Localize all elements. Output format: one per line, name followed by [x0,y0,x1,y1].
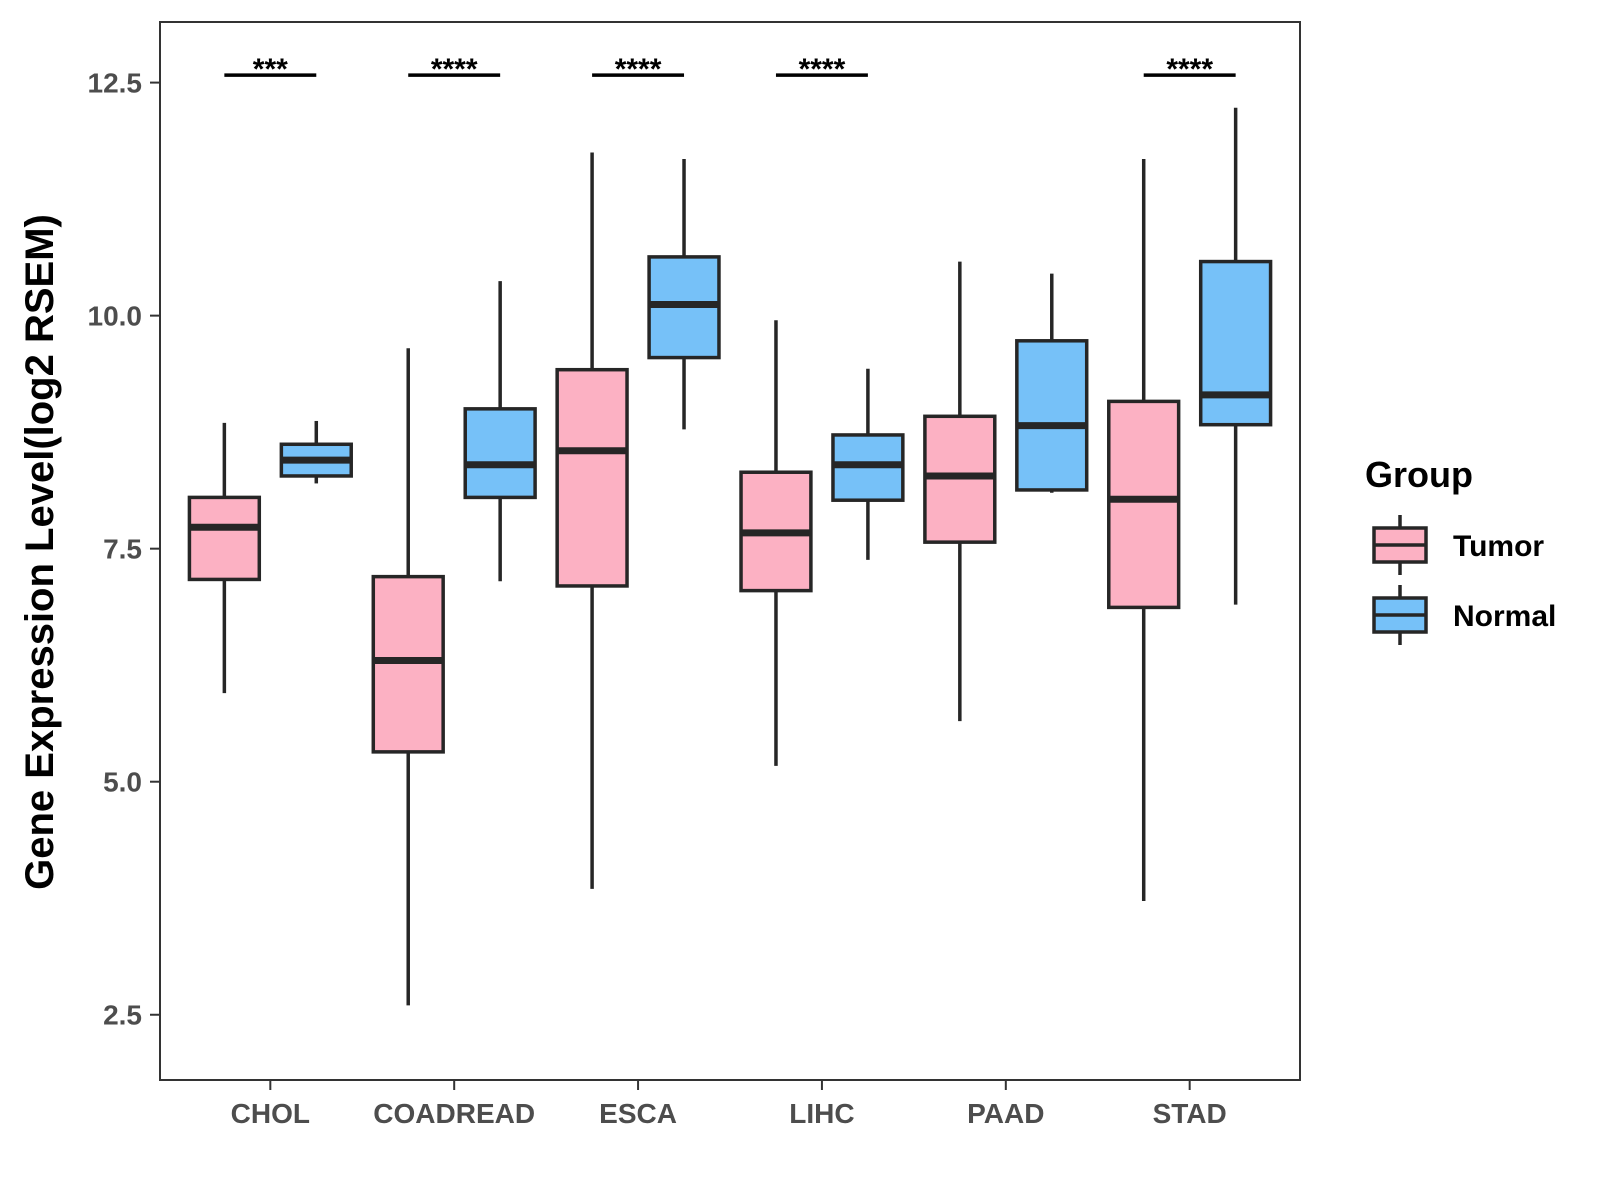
legend-label-normal: Normal [1453,600,1556,633]
tumor-box [187,495,262,582]
panel-border [159,21,1301,1081]
normal-box [1015,339,1089,492]
tumor-box [555,367,629,588]
significance-label: **** [431,53,478,86]
x-tick-label: CHOL [231,1098,310,1129]
tumor-box [1107,399,1181,610]
x-tick-label: ESCA [599,1098,677,1129]
y-tick-label: 5.0 [103,767,142,798]
legend-label-tumor: Tumor [1453,530,1544,563]
x-tick-label: PAAD [967,1098,1044,1129]
significance-label: **** [1166,53,1213,86]
y-tick-label: 2.5 [103,1000,142,1031]
significance-label: **** [799,53,846,86]
y-tick-label: 10.0 [88,301,143,332]
significance-label: *** [253,53,288,86]
y-tick-label: 12.5 [88,68,143,99]
x-tick-label: STAD [1153,1098,1227,1129]
x-tick-label: COADREAD [373,1098,535,1129]
y-axis-title: Gene Expression Level(log2 RSEM) [18,214,62,890]
legend: Group Tumor Normal [1365,454,1556,645]
plot-layer: 2.5 5.0 7.5 10.0 12.5 CHOL COADREAD ESCA LIHC PAA… [88,21,1301,1129]
y-tick-label: 7.5 [103,534,142,565]
significance-label: **** [615,53,662,86]
normal-box [1198,259,1273,427]
x-tick-label: LIHC [789,1098,854,1129]
normal-box [463,407,537,500]
legend-title: Group [1365,454,1473,495]
tumor-box [371,574,445,754]
